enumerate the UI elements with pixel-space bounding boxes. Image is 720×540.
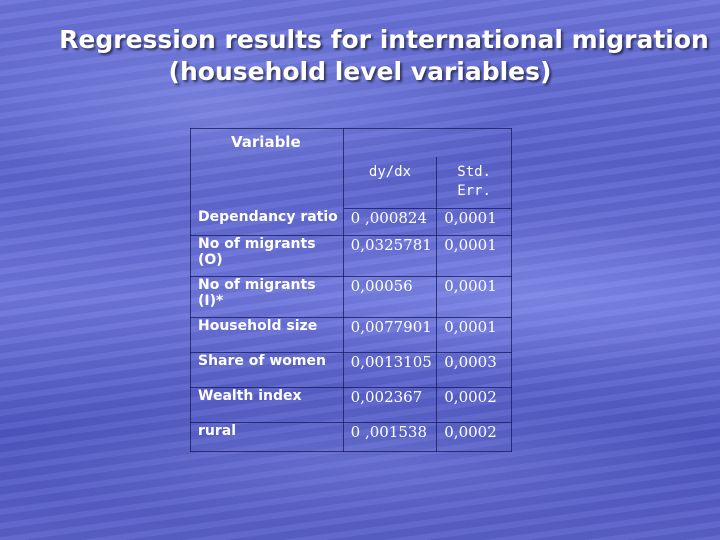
row-dydx: 0,0077901	[342, 317, 438, 353]
header-blank-cell	[342, 128, 513, 157]
table-row: Wealth index 0,002367 0,0002	[190, 387, 512, 423]
row-dydx: 0,00056	[342, 276, 438, 318]
regression-table: Variable dy/dx Std. Err. Dependancy rati…	[190, 128, 513, 452]
row-dydx: 0,0013105	[342, 352, 438, 388]
row-dydx: 0,0325781	[342, 235, 438, 277]
row-stderr: 0,0001	[436, 276, 512, 318]
table-row: Household size 0,0077901 0,0001	[190, 317, 512, 353]
row-variable: No of migrants (I)*	[190, 276, 344, 318]
row-variable: Wealth index	[190, 387, 344, 423]
row-stderr: 0,0002	[436, 422, 512, 452]
header-variable: Variable	[190, 128, 344, 157]
header-dydx: dy/dx	[342, 156, 438, 209]
row-stderr: 0,0002	[436, 387, 512, 423]
table-subheader-row: dy/dx Std. Err.	[190, 156, 512, 209]
row-variable: Dependancy ratio	[190, 208, 344, 236]
row-variable: Household size	[190, 317, 344, 353]
subheader-blank-cell	[190, 156, 344, 209]
header-stderr-line2: Err.	[457, 182, 491, 199]
row-stderr: 0,0001	[436, 235, 512, 277]
table-row: rural 0 ,001538 0,0002	[190, 422, 512, 452]
row-stderr: 0,0003	[436, 352, 512, 388]
row-variable-text: No of migrants (I)*	[198, 277, 316, 309]
row-variable-text: No of migrants (O)	[198, 236, 316, 268]
table-row: No of migrants (I)* 0,00056 0,0001	[190, 276, 512, 318]
table-header-row: Variable	[190, 128, 513, 157]
table-row: No of migrants (O) 0,0325781 0,0001	[190, 235, 512, 277]
row-dydx: 0,002367	[342, 387, 438, 423]
row-variable: Share of women	[190, 352, 344, 388]
row-dydx: 0 ,001538	[342, 422, 438, 452]
header-stderr: Std. Err.	[436, 156, 512, 209]
slide-title-line1: Regression results for international mig…	[59, 25, 709, 54]
row-variable: rural	[190, 422, 344, 452]
slide-title-line2: (household level variables)	[168, 57, 552, 86]
table-row: Share of women 0,0013105 0,0003	[190, 352, 512, 388]
header-dydx-label: dy/dx	[368, 163, 412, 180]
header-stderr-line1: Std.	[457, 163, 491, 180]
row-stderr: 0,0001	[436, 208, 512, 236]
table-row: Dependancy ratio 0 ,000824 0,0001	[190, 208, 512, 236]
row-variable: No of migrants (O)	[190, 235, 344, 277]
row-dydx: 0 ,000824	[342, 208, 438, 236]
row-stderr: 0,0001	[436, 317, 512, 353]
slide-title: Regression results for international mig…	[0, 24, 720, 88]
